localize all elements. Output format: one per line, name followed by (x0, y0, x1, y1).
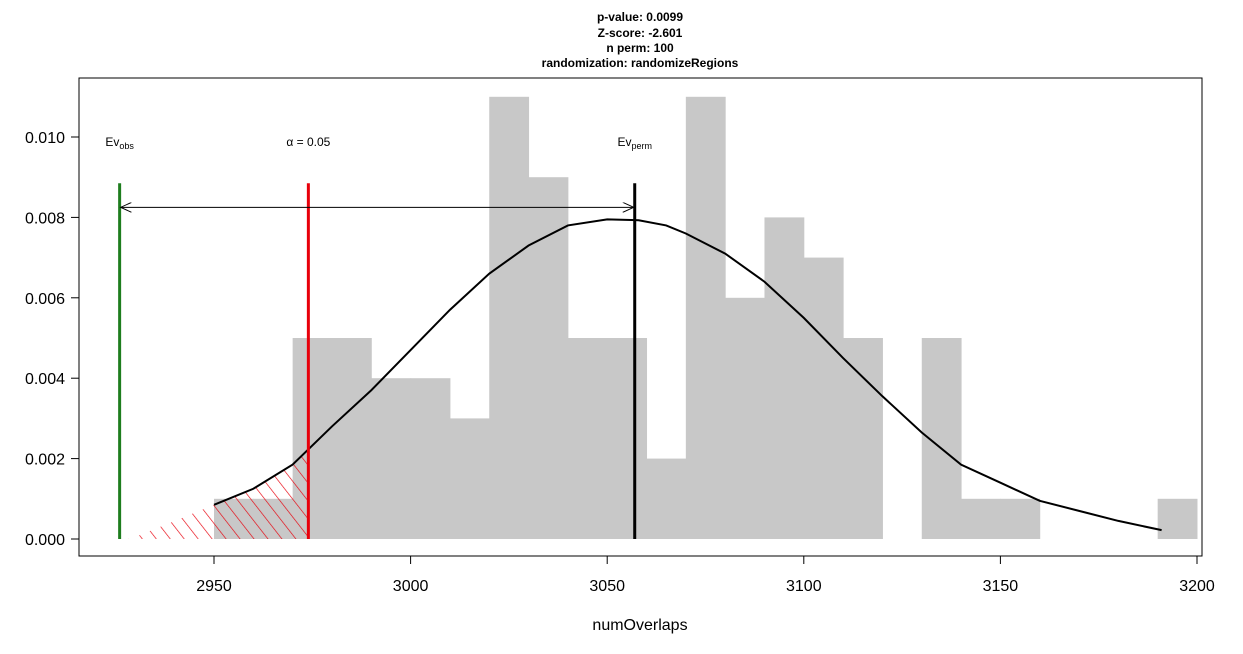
y-tick-label-2: 0.004 (25, 371, 65, 388)
histogram-bar-3 (331, 338, 372, 539)
histogram-bar-20 (1000, 498, 1041, 539)
x-tick-label-3100: 3100 (786, 578, 822, 595)
x-tick-label-3150: 3150 (983, 578, 1019, 595)
chart-title: p-value: 0.0099 Z-score: -2.601 n perm: … (542, 10, 739, 70)
density-curve (213, 218, 1162, 532)
y-tick-label-5: 0.010 (25, 130, 65, 147)
y-axis: 0.000 0.002 0.004 0.006 0.008 0.010 (25, 130, 80, 549)
histogram-bar-12 (685, 96, 726, 540)
x-tick-label-3200: 3200 (1179, 578, 1215, 595)
x-axis-label: numOverlaps (592, 617, 687, 634)
line-annotations: Evobs α = 0.05 Evperm (105, 135, 652, 151)
histogram-bar-14 (764, 217, 805, 539)
alpha-region-hatch (119, 449, 309, 539)
histogram-bar-5 (410, 378, 451, 539)
histogram-bar-9 (567, 338, 608, 539)
title-line-n-perm: n perm: 100 (606, 41, 674, 55)
histogram-bars (214, 96, 1198, 540)
histogram-bar-24 (1157, 498, 1198, 539)
histogram-bar-8 (528, 177, 569, 539)
reference-lines (118, 183, 637, 539)
density-curve-layer (213, 218, 1162, 532)
y-tick-label-1: 0.002 (25, 452, 65, 469)
x-tick-label-2950: 2950 (196, 578, 232, 595)
histogram-bar-11 (646, 458, 687, 539)
histogram-bar-10 (607, 338, 648, 539)
alpha-hatched-area (119, 449, 309, 539)
histogram-bar-7 (489, 96, 530, 540)
title-line-randomization: randomization: randomizeRegions (542, 56, 739, 70)
alpha-label: α = 0.05 (286, 135, 330, 149)
title-line-p-value: p-value: 0.0099 (597, 10, 683, 24)
histogram-bar-13 (725, 297, 765, 539)
x-tick-label-3050: 3050 (589, 578, 625, 595)
observed-label: Evobs (105, 135, 134, 151)
y-tick-label-4: 0.008 (25, 210, 65, 227)
title-line-z-score: Z-score: -2.601 (598, 26, 683, 40)
y-tick-label-3: 0.006 (25, 291, 65, 308)
histogram-bar-19 (961, 498, 1001, 539)
x-axis: 2950 3000 3050 3100 3150 3200 (196, 555, 1215, 595)
x-tick-label-3000: 3000 (393, 578, 429, 595)
permuted-label: Evperm (617, 135, 652, 151)
histogram-bar-6 (449, 418, 490, 539)
histogram-bar-4 (371, 378, 412, 539)
histogram-bar-15 (803, 257, 844, 539)
histogram-bar-16 (843, 338, 883, 539)
y-tick-label-0: 0.000 (25, 532, 65, 549)
